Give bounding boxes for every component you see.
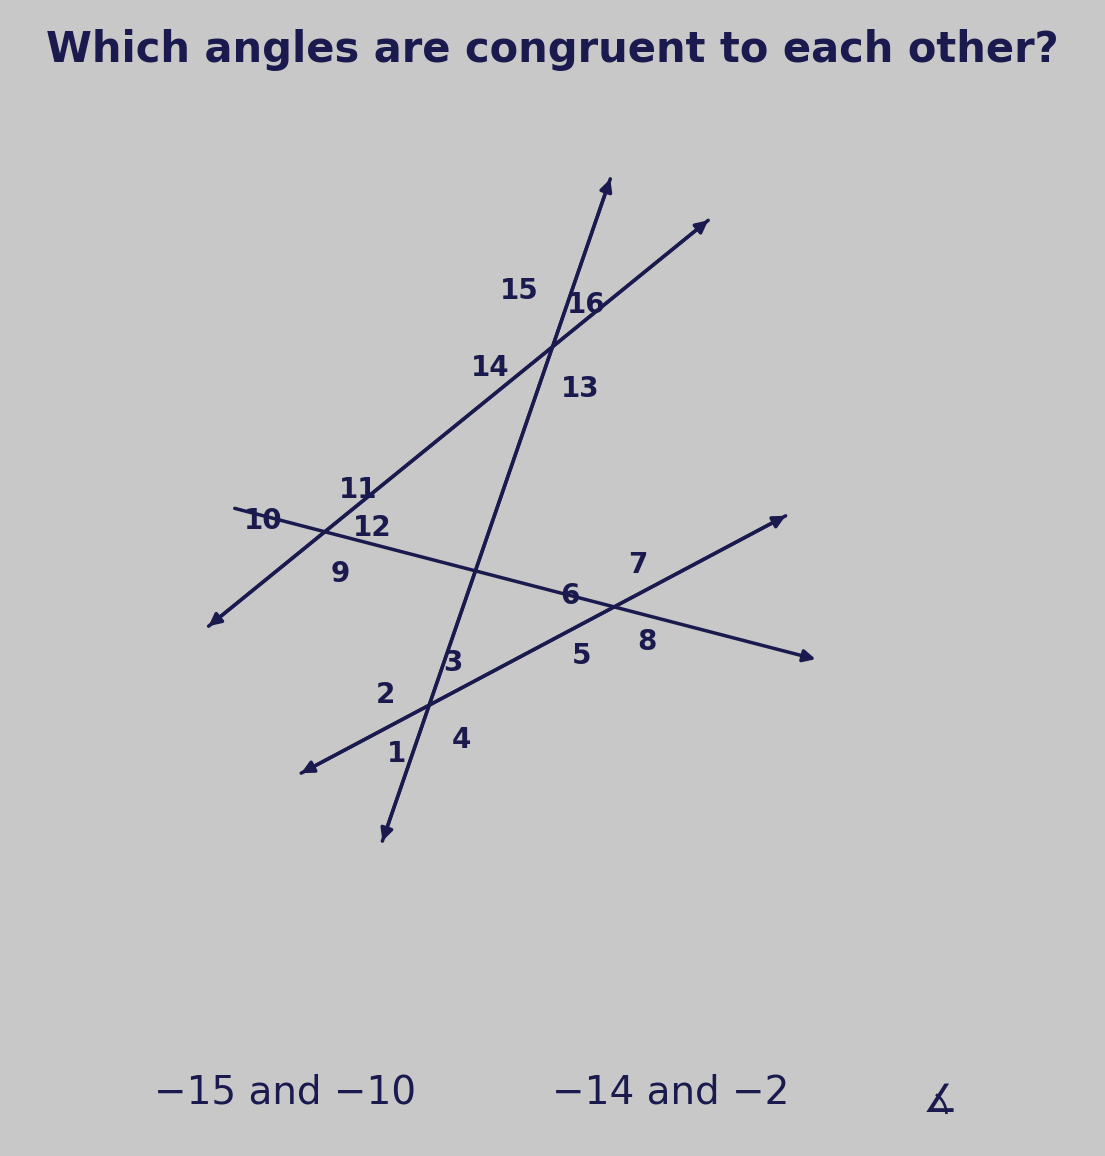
Text: −14 and −2: −14 and −2 bbox=[552, 1074, 790, 1111]
Text: 10: 10 bbox=[243, 507, 282, 535]
Text: 6: 6 bbox=[560, 583, 580, 610]
Text: 2: 2 bbox=[376, 681, 394, 709]
Text: 5: 5 bbox=[572, 642, 591, 669]
Text: 8: 8 bbox=[636, 628, 656, 655]
Text: 13: 13 bbox=[561, 375, 600, 402]
Text: 14: 14 bbox=[471, 354, 509, 381]
Text: Which angles are congruent to each other?: Which angles are congruent to each other… bbox=[46, 29, 1059, 71]
Text: 15: 15 bbox=[499, 277, 538, 305]
Text: 1: 1 bbox=[387, 740, 407, 768]
Text: 11: 11 bbox=[339, 476, 378, 504]
Text: 16: 16 bbox=[567, 291, 606, 319]
Text: 4: 4 bbox=[452, 726, 472, 754]
Text: 7: 7 bbox=[629, 551, 648, 579]
Text: 12: 12 bbox=[354, 514, 392, 542]
Text: −15 and −10: −15 and −10 bbox=[154, 1074, 417, 1111]
Text: 3: 3 bbox=[443, 650, 463, 677]
Text: 9: 9 bbox=[330, 560, 350, 587]
Text: ∡: ∡ bbox=[923, 1082, 957, 1119]
